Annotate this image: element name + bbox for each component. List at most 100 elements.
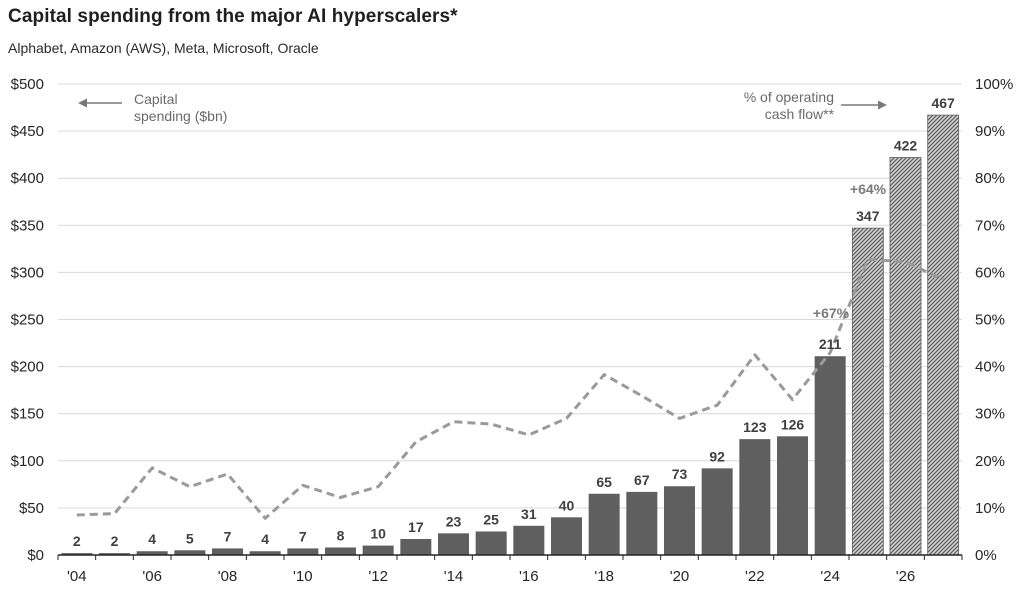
legend: Capital spending ($bn) % of operating ca… [78, 89, 887, 124]
bar-value-label: 2 [73, 533, 81, 549]
bar [513, 525, 545, 555]
bar-value-label: 211 [819, 336, 842, 352]
legend-left-arrowhead [78, 98, 87, 108]
bar-value-label: 422 [894, 137, 918, 153]
bar-value-label: 126 [781, 416, 805, 432]
y-left-tick-label: $500 [11, 76, 44, 93]
y-right-tick-label: 30% [975, 406, 1005, 423]
growth-annotations: +67% +64% [813, 181, 887, 321]
bar [814, 356, 846, 555]
gridlines [58, 83, 962, 509]
cash-flow-polyline [76, 257, 944, 520]
y-left-tick-label: $100 [11, 453, 44, 470]
bar-labels: 2 2 4 5 7 4 7 8 10 17 23 25 31 40 65 67 73 92 123 126 211 347… [73, 95, 955, 549]
legend-right-text-1: % of operating [744, 89, 834, 105]
bar-forecast [889, 157, 922, 556]
y-right-tick-label: 40% [975, 359, 1005, 376]
x-tick-label: '16 [519, 568, 539, 585]
bar [438, 533, 469, 555]
x-tick-label: '26 [896, 568, 916, 585]
chart-subtitle: Alphabet, Amazon (AWS), Meta, Microsoft,… [8, 40, 319, 56]
bar-value-label: 67 [634, 472, 650, 488]
bar-forecast [851, 227, 884, 556]
x-tick-label: '22 [745, 568, 765, 585]
bar [701, 468, 733, 555]
annotation-plus-67: +67% [813, 305, 850, 321]
bar-value-label: 17 [408, 519, 424, 535]
y-right-tick-label: 10% [975, 500, 1005, 517]
bar [551, 517, 582, 555]
x-tick-label: '24 [820, 568, 840, 585]
bar-value-label: 4 [261, 531, 269, 547]
y-left-tick-label: $350 [11, 217, 44, 234]
x-tick-label: '10 [293, 568, 313, 585]
x-tick-label: '20 [670, 568, 690, 585]
legend-right-arrowhead [878, 100, 887, 110]
bar [61, 553, 93, 555]
bar [664, 486, 695, 555]
axes: $0 0% $50 10% $100 20% $150 30% $200 40% $250 50% $3… [11, 76, 1014, 585]
bar [588, 493, 620, 555]
x-tick-label: '12 [368, 568, 388, 585]
bar-value-label: 25 [483, 511, 499, 527]
bar-value-label: 8 [337, 527, 345, 543]
bar [362, 545, 394, 555]
bar [287, 548, 319, 555]
x-tick-label: '04 [67, 568, 87, 585]
bar-value-label: 123 [743, 419, 767, 435]
bar [212, 548, 243, 555]
bar-value-label: 7 [224, 528, 232, 544]
bar-value-label: 10 [370, 526, 386, 542]
y-left-tick-label: $0 [27, 547, 44, 564]
legend-right-text-2: cash flow** [765, 106, 835, 122]
y-right-tick-label: 90% [975, 123, 1005, 140]
y-right-tick-label: 20% [975, 453, 1005, 470]
cash-flow-line [76, 257, 944, 520]
bar-value-label: 40 [559, 497, 575, 513]
legend-left-text-2: spending ($bn) [134, 108, 227, 124]
bar-value-label: 7 [299, 528, 307, 544]
bar [174, 550, 206, 555]
y-left-tick-label: $250 [11, 312, 44, 329]
bar-value-label: 31 [521, 506, 537, 522]
y-right-tick-label: 0% [975, 547, 997, 564]
x-tick-label: '06 [142, 568, 162, 585]
bar [626, 491, 658, 555]
bar-value-label: 73 [672, 466, 688, 482]
bar [99, 553, 130, 555]
bar-value-label: 5 [186, 530, 194, 546]
y-left-tick-label: $200 [11, 359, 44, 376]
y-left-tick-label: $450 [11, 123, 44, 140]
chart-title: Capital spending from the major AI hyper… [8, 6, 458, 27]
bar [249, 551, 281, 555]
bar [777, 436, 808, 555]
y-right-tick-label: 60% [975, 264, 1005, 281]
bar-value-label: 347 [856, 208, 880, 224]
bar-forecast [927, 114, 960, 556]
y-left-tick-label: $400 [11, 170, 44, 187]
bar-value-label: 4 [148, 531, 156, 547]
x-tick-label: '18 [594, 568, 614, 585]
x-tick-label: '14 [444, 568, 464, 585]
bar-value-label: 92 [709, 448, 725, 464]
y-right-tick-label: 50% [975, 312, 1005, 329]
bar [739, 439, 771, 555]
bar-value-label: 23 [446, 513, 462, 529]
y-right-tick-label: 70% [975, 217, 1005, 234]
y-left-tick-label: $150 [11, 406, 44, 423]
bar-value-label: 467 [931, 95, 955, 111]
bar [325, 547, 356, 555]
bar [400, 538, 432, 555]
y-right-tick-label: 80% [975, 170, 1005, 187]
y-left-tick-label: $300 [11, 264, 44, 281]
bars [61, 114, 960, 556]
bar-value-label: 2 [111, 533, 119, 549]
x-tick-label: '08 [218, 568, 238, 585]
y-right-tick-label: 100% [975, 76, 1013, 93]
y-left-tick-label: $50 [19, 500, 44, 517]
annotation-plus-64: +64% [850, 181, 887, 197]
bar-value-label: 65 [596, 474, 612, 490]
bar [475, 531, 507, 555]
bar [136, 551, 168, 555]
